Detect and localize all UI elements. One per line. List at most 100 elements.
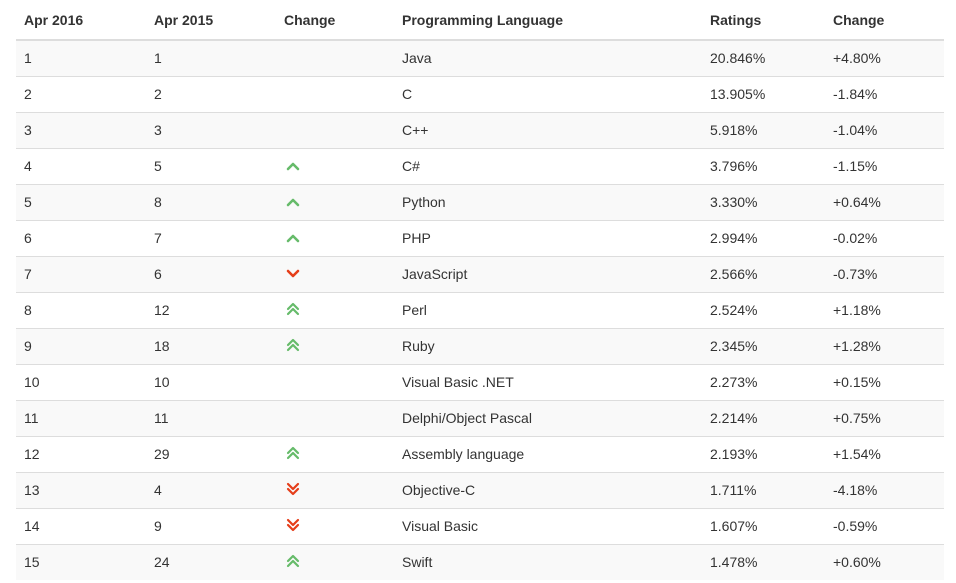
table-row: 4 5 C# 3.796% -1.15% [16,147,944,184]
previous-rank: 1 [146,40,276,76]
rank-change-cell [276,40,394,76]
current-rank: 9 [16,327,146,364]
current-rank: 13 [16,471,146,508]
rank-change-cell [276,327,394,364]
current-rank: 2 [16,75,146,112]
table-row: 5 8 Python 3.330% +0.64% [16,183,944,220]
current-rank: 8 [16,291,146,328]
rank-change-cell [276,363,394,400]
rating-value: 2.273% [702,363,825,400]
header-ratings-change[interactable]: Change [825,0,944,41]
header-current-rank[interactable]: Apr 2016 [16,0,146,41]
table-body: 1 1 Java 20.846% +4.80% 2 2 C 13.905% -1.84% 3 3 C++… [16,40,944,580]
table-row: 15 24 Swift 1.478% +0.60% [16,543,944,580]
previous-rank: 4 [146,471,276,508]
previous-rank: 29 [146,435,276,472]
rank-change-cell [276,111,394,148]
chevron-up-icon [286,197,300,207]
current-rank: 11 [16,399,146,436]
rating-change: +1.28% [825,327,944,364]
header-rank-change[interactable]: Change [276,0,394,41]
header-language[interactable]: Programming Language [394,0,702,41]
rating-value: 2.214% [702,399,825,436]
previous-rank: 2 [146,75,276,112]
previous-rank: 24 [146,543,276,580]
language-name: Java [394,40,702,76]
language-name: Visual Basic [394,507,702,544]
language-name: Assembly language [394,435,702,472]
table-row: 11 11 Delphi/Object Pascal 2.214% +0.75% [16,399,944,436]
double-chevron-up-icon [286,302,300,316]
chevron-down-icon [286,269,300,279]
rating-value: 2.345% [702,327,825,364]
rating-change: -4.18% [825,471,944,508]
table-header-row: Apr 2016 Apr 2015 Change Programming Lan… [16,0,944,41]
rank-change-cell [276,75,394,112]
rating-change: +1.54% [825,435,944,472]
rating-value: 3.796% [702,147,825,184]
rating-change: +0.60% [825,543,944,580]
double-chevron-up-icon [286,446,300,460]
rating-value: 13.905% [702,75,825,112]
language-name: Visual Basic .NET [394,363,702,400]
current-rank: 12 [16,435,146,472]
rating-change: +0.75% [825,399,944,436]
language-name: JavaScript [394,255,702,292]
rating-change: -0.02% [825,219,944,256]
table-row: 6 7 PHP 2.994% -0.02% [16,219,944,256]
rank-change-cell [276,435,394,472]
language-name: Perl [394,291,702,328]
table-row: 12 29 Assembly language 2.193% +1.54% [16,435,944,472]
table-row: 3 3 C++ 5.918% -1.04% [16,111,944,148]
rating-value: 2.193% [702,435,825,472]
rating-value: 20.846% [702,40,825,76]
rating-change: -0.59% [825,507,944,544]
language-name: C# [394,147,702,184]
chevron-up-icon [286,233,300,243]
previous-rank: 3 [146,111,276,148]
rating-change: -1.04% [825,111,944,148]
rank-change-cell [276,255,394,292]
table-row: 10 10 Visual Basic .NET 2.273% +0.15% [16,363,944,400]
rating-value: 3.330% [702,183,825,220]
language-name: C++ [394,111,702,148]
previous-rank: 8 [146,183,276,220]
language-name: Python [394,183,702,220]
table-row: 7 6 JavaScript 2.566% -0.73% [16,255,944,292]
previous-rank: 6 [146,255,276,292]
rating-change: +1.18% [825,291,944,328]
table-row: 8 12 Perl 2.524% +1.18% [16,291,944,328]
rank-change-cell [276,147,394,184]
current-rank: 3 [16,111,146,148]
language-name: Delphi/Object Pascal [394,399,702,436]
language-name: Swift [394,543,702,580]
rating-change: +4.80% [825,40,944,76]
previous-rank: 9 [146,507,276,544]
current-rank: 1 [16,40,146,76]
double-chevron-down-icon [286,482,300,496]
previous-rank: 5 [146,147,276,184]
previous-rank: 7 [146,219,276,256]
table-row: 13 4 Objective-C 1.711% -4.18% [16,471,944,508]
language-ranking-table: Apr 2016 Apr 2015 Change Programming Lan… [16,0,944,580]
double-chevron-down-icon [286,518,300,532]
table-row: 9 18 Ruby 2.345% +1.28% [16,327,944,364]
rank-change-cell [276,183,394,220]
rating-change: -1.15% [825,147,944,184]
previous-rank: 10 [146,363,276,400]
rank-change-cell [276,219,394,256]
current-rank: 10 [16,363,146,400]
header-ratings[interactable]: Ratings [702,0,825,41]
header-previous-rank[interactable]: Apr 2015 [146,0,276,41]
language-name: Ruby [394,327,702,364]
rank-change-cell [276,543,394,580]
ranking-table-container: Apr 2016 Apr 2015 Change Programming Lan… [16,0,944,580]
previous-rank: 11 [146,399,276,436]
rating-value: 5.918% [702,111,825,148]
chevron-up-icon [286,161,300,171]
table-row: 14 9 Visual Basic 1.607% -0.59% [16,507,944,544]
rating-change: -0.73% [825,255,944,292]
rating-value: 1.711% [702,471,825,508]
current-rank: 15 [16,543,146,580]
current-rank: 14 [16,507,146,544]
